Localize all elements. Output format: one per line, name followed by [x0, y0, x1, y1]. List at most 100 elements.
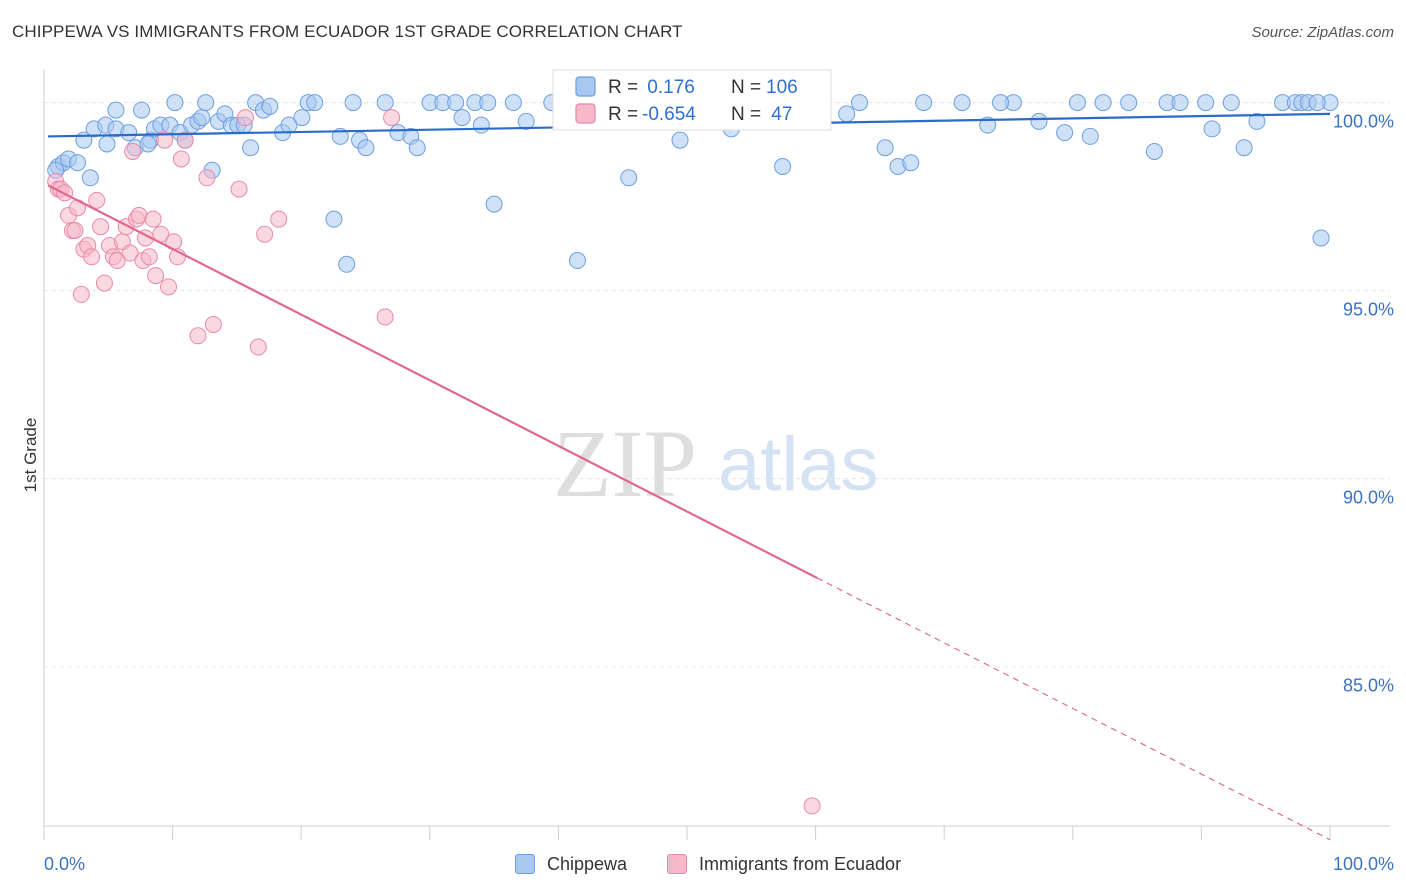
- chippewa-point: [107, 101, 125, 119]
- ecuador-point: [66, 221, 84, 239]
- chippewa-point: [98, 135, 116, 153]
- chippewa-point: [992, 94, 1010, 112]
- x-ticks: [43, 826, 1331, 840]
- ecuador-point: [270, 210, 288, 228]
- chippewa-point: [620, 169, 638, 187]
- chippewa-point: [344, 94, 362, 112]
- watermark-zip: ZIP: [553, 410, 697, 517]
- ecuador-point: [376, 308, 394, 326]
- legend-swatch-blue: [575, 76, 596, 97]
- chippewa-point: [1248, 112, 1266, 130]
- chippewa-point: [1120, 94, 1138, 112]
- chippewa-point: [68, 154, 86, 172]
- chippewa-point: [120, 124, 138, 142]
- chippewa-point: [447, 94, 465, 112]
- chippewa-point: [915, 94, 933, 112]
- ecuador-trend-line: [47, 184, 818, 579]
- ecuador-point: [124, 142, 142, 160]
- chippewa-point: [1030, 112, 1048, 130]
- legend-n-value-1: 106: [766, 77, 798, 98]
- chippewa-point: [338, 255, 356, 273]
- chippewa-point: [472, 116, 490, 134]
- legend-label-chippewa: Chippewa: [547, 853, 628, 874]
- chippewa-point: [774, 158, 792, 176]
- chippewa-point: [1197, 94, 1215, 112]
- chippewa-point: [902, 154, 920, 172]
- ecuador-points: [47, 109, 821, 815]
- chippewa-point: [1081, 127, 1099, 145]
- chippewa-point: [876, 139, 894, 157]
- chippewa-point: [325, 210, 343, 228]
- chart-title: CHIPPEWA VS IMMIGRANTS FROM ECUADOR 1ST …: [12, 22, 683, 41]
- legend-label-ecuador: Immigrants from Ecuador: [699, 853, 902, 874]
- x-tick-label-min: 0.0%: [44, 854, 85, 874]
- ecuador-point: [108, 252, 126, 270]
- y-tick-label: 95.0%: [1343, 300, 1394, 320]
- legend-swatch-chippewa: [515, 854, 535, 874]
- ecuador-point: [147, 267, 165, 285]
- ecuador-point: [172, 150, 190, 168]
- legend-item-chippewa: Chippewa: [515, 852, 627, 876]
- chippewa-point: [851, 94, 869, 112]
- chippewa-point: [953, 94, 971, 112]
- legend-swatch-pink: [575, 103, 596, 124]
- ecuador-point: [83, 248, 101, 266]
- legend-item-ecuador: Immigrants from Ecuador: [667, 852, 901, 876]
- chippewa-point: [197, 94, 215, 112]
- ecuador-point: [72, 285, 90, 303]
- chippewa-point: [1235, 139, 1253, 157]
- ecuador-point: [156, 131, 174, 149]
- chippewa-point: [357, 139, 375, 157]
- stats-legend-box: [552, 69, 832, 131]
- ecuador-point: [204, 315, 222, 333]
- y-axis-label: 1st Grade: [21, 418, 40, 493]
- chippewa-point: [504, 94, 522, 112]
- ecuador-point: [95, 274, 113, 292]
- chippewa-point: [1312, 229, 1330, 247]
- ecuador-point: [160, 278, 178, 296]
- chippewa-point: [193, 109, 211, 127]
- ecuador-point: [198, 169, 216, 187]
- legend-n-label-1: N =: [731, 77, 761, 98]
- chippewa-point: [979, 116, 997, 134]
- legend-r-label-1: R =: [608, 77, 638, 98]
- legend-n-label-2: N =: [731, 104, 761, 125]
- ecuador-point: [249, 338, 267, 356]
- chippewa-point: [838, 105, 856, 123]
- legend-r-value-2: -0.654: [642, 104, 696, 125]
- chippewa-point: [133, 101, 151, 119]
- y-tick-label: 85.0%: [1343, 676, 1394, 696]
- legend-n-value-2: 47: [766, 104, 792, 125]
- chippewa-point: [1145, 142, 1163, 160]
- chippewa-point: [261, 97, 279, 115]
- axes: [43, 70, 1390, 827]
- ecuador-point: [383, 109, 401, 127]
- ecuador-point: [92, 218, 110, 236]
- chippewa-point: [306, 94, 324, 112]
- chippewa-point: [139, 135, 157, 153]
- chippewa-point: [408, 139, 426, 157]
- ecuador-point: [176, 131, 194, 149]
- chippewa-point: [1203, 120, 1221, 138]
- chippewa-point: [242, 139, 260, 157]
- y-tick-label: 100.0%: [1333, 112, 1394, 132]
- chippewa-point: [1308, 94, 1326, 112]
- chippewa-point: [1171, 94, 1189, 112]
- ecuador-point: [189, 327, 207, 345]
- legend-swatch-ecuador: [667, 854, 687, 874]
- ecuador-point: [130, 206, 148, 224]
- chippewa-point: [568, 252, 586, 270]
- ecuador-point: [230, 180, 248, 198]
- legend-r-value-1: 0.176: [642, 77, 695, 98]
- chippewa-point: [376, 94, 394, 112]
- chippewa-point: [517, 112, 535, 130]
- chippewa-point: [671, 131, 689, 149]
- chippewa-point: [479, 94, 497, 112]
- x-tick-label-max: 100.0%: [1333, 854, 1394, 874]
- chippewa-point: [453, 109, 471, 127]
- watermark-atlas: atlas: [718, 422, 879, 507]
- chippewa-point: [1068, 94, 1086, 112]
- ecuador-point: [88, 191, 106, 209]
- y-tick-labels: 100.0% 95.0% 90.0% 85.0%: [1333, 112, 1394, 696]
